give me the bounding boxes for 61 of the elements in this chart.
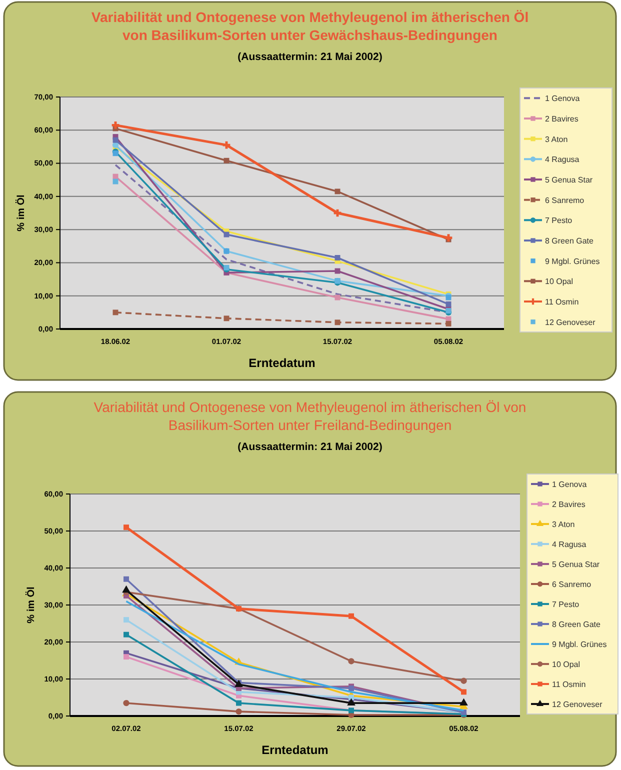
x-axis-title: Erntedatum <box>248 356 316 370</box>
legend-label: 3 Aton <box>552 520 575 529</box>
legend-label: 9 Mgbl. Grünes <box>552 640 607 649</box>
point <box>124 524 129 530</box>
y-axis-title: % im Öl <box>25 586 37 624</box>
legend-label: 9 Mgbl. Grünes <box>545 256 600 266</box>
point <box>334 294 340 300</box>
legend-label: 4 Ragusa <box>552 540 587 549</box>
legend-label: 5 Genua Star <box>545 176 593 184</box>
legend-label: 11 Osmin <box>552 680 586 689</box>
point <box>446 301 452 307</box>
legend-label: 3 Aton <box>545 134 568 144</box>
point <box>224 232 230 238</box>
point <box>236 700 242 706</box>
point <box>122 585 130 593</box>
point <box>460 678 467 684</box>
point <box>347 698 356 706</box>
chart-subtitle: (Aussaattermin: 21 Mai 2002) <box>238 51 382 63</box>
point <box>224 316 230 322</box>
point <box>334 255 340 260</box>
point <box>348 613 354 619</box>
legend-label: 11 Osmin <box>545 298 579 306</box>
chart-title: Variabilität und Ontogenese von Methyleugenol im ätherischen Öl von Basilikum-Sorten unter Gewächshaus-Bedingungen <box>91 9 529 43</box>
point <box>124 576 129 582</box>
legend-label: 7 Pesto <box>552 600 580 609</box>
legend-label: 6 Sanremo <box>552 580 592 589</box>
legend-label: 8 Green Gate <box>545 236 594 246</box>
legend-label: 5 Genua Star <box>552 560 600 569</box>
legend-label: 10 Opal <box>545 277 574 286</box>
point <box>446 320 452 326</box>
legend-label: 10 Opal <box>552 660 580 669</box>
legend-label: 1 Genova <box>545 94 580 104</box>
point <box>224 158 230 164</box>
point <box>112 178 118 184</box>
point <box>236 708 242 715</box>
point <box>112 121 120 129</box>
legend-label: 8 Green Gate <box>552 620 602 629</box>
point <box>112 310 118 316</box>
legend-label: 12 Genoveser <box>545 318 596 327</box>
legend-label: 12 Genoveser <box>552 700 603 709</box>
point <box>124 632 129 638</box>
legend-label: 2 Bavires <box>552 500 586 509</box>
point <box>444 234 452 242</box>
point <box>461 689 466 695</box>
legend-label: 1 Genova <box>552 480 588 489</box>
point <box>348 658 354 664</box>
point <box>123 700 130 706</box>
x-axis-title: Erntedatum <box>262 743 328 757</box>
point <box>334 188 340 194</box>
point <box>460 698 468 706</box>
legend-label: 4 Ragusa <box>545 155 580 164</box>
legend-label: 6 Sanremo <box>545 196 585 205</box>
y-axis-title: % im Öl <box>15 194 27 232</box>
chart-subtitle: (Aussaattermin: 21 Mai 2002) <box>238 441 382 453</box>
legend-label: 2 Bavires <box>545 114 578 124</box>
chart-title: Variabilität und Ontogenese von Methyleugenol im ätherischen Öl von Basilikum-Sorten unter Freiland-Bedingungen <box>94 399 526 433</box>
point <box>124 617 129 623</box>
point <box>334 320 340 326</box>
point <box>124 654 129 660</box>
point <box>112 137 118 143</box>
legend-label: 7 Pesto <box>545 216 573 226</box>
